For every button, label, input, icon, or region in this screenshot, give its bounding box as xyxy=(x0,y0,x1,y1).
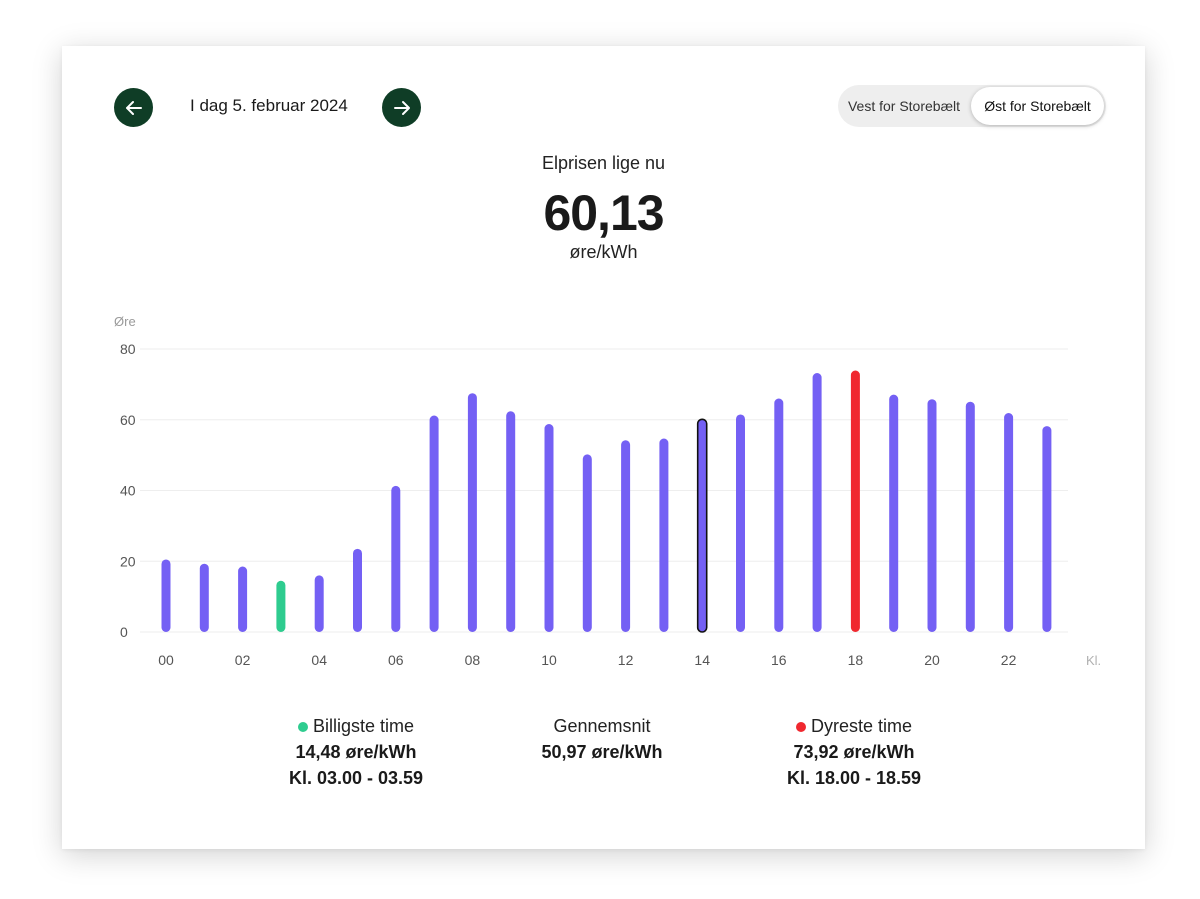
previous-day-button[interactable] xyxy=(114,88,153,127)
cheapest-label: Billigste time xyxy=(312,716,415,736)
x-tick-label: 02 xyxy=(235,652,251,668)
average-value: 50,97 øre/kWh xyxy=(541,742,663,762)
arrow-right-icon xyxy=(393,100,410,115)
most-expensive-stat: Dyreste time 73,92 øre/kWh Kl. 18.00 - 1… xyxy=(724,716,984,789)
bar-hour-14[interactable] xyxy=(696,418,708,633)
next-day-button[interactable] xyxy=(382,88,421,127)
bar-hour-03[interactable] xyxy=(276,580,286,632)
y-tick-label: 0 xyxy=(120,624,128,640)
y-tick-label: 40 xyxy=(120,483,136,499)
x-tick-label: 18 xyxy=(848,652,864,668)
bar-hour-07[interactable] xyxy=(429,415,439,632)
bar-hour-15[interactable] xyxy=(736,414,745,632)
cheapest-stat: Billigste time 14,48 øre/kWh Kl. 03.00 -… xyxy=(226,716,486,789)
bar-hour-12[interactable] xyxy=(621,440,631,632)
bar-hour-05[interactable] xyxy=(353,548,362,632)
region-east-option[interactable]: Øst for Storebælt xyxy=(971,87,1104,125)
date-label: I dag 5. februar 2024 xyxy=(190,96,348,115)
bar-hour-13[interactable] xyxy=(659,438,669,632)
bar-hour-02[interactable] xyxy=(238,566,248,632)
y-tick-label: 20 xyxy=(120,553,136,569)
current-price-title: Elprisen lige nu xyxy=(541,153,666,173)
bar-hour-04[interactable] xyxy=(314,575,324,632)
most-expensive-label: Dyreste time xyxy=(810,716,913,736)
y-tick-label: 60 xyxy=(120,412,136,428)
current-price-unit: øre/kWh xyxy=(569,242,638,262)
bar-hour-20[interactable] xyxy=(927,399,937,632)
bar-hour-09[interactable] xyxy=(506,411,516,632)
bar-hour-17[interactable] xyxy=(812,373,822,632)
x-tick-label: 00 xyxy=(158,652,174,668)
bar-hour-00[interactable] xyxy=(161,559,171,632)
y-axis-label: Øre xyxy=(114,314,136,329)
bar-hour-11[interactable] xyxy=(582,454,592,632)
most-expensive-dot-icon xyxy=(795,721,806,732)
x-tick-label: 22 xyxy=(1001,652,1017,668)
region-toggle: Vest for Storebælt Øst for Storebælt xyxy=(838,85,1106,127)
price-chart: Øre 0 20 40 60 80 00 02 04 06 08 10 12 14 16 18 20 22 Kl. xyxy=(114,314,1101,668)
most-expensive-value: 73,92 øre/kWh xyxy=(793,742,915,762)
x-tick-label: 06 xyxy=(388,652,404,668)
bar-hour-23[interactable] xyxy=(1042,426,1052,632)
x-tick-label: 16 xyxy=(771,652,787,668)
bar-hour-01[interactable] xyxy=(199,563,209,632)
x-tick-label: 04 xyxy=(311,652,327,668)
price-card: I dag 5. februar 2024 Vest for Storebælt… xyxy=(62,46,1145,849)
cheapest-time: Kl. 03.00 - 03.59 xyxy=(288,768,424,788)
most-expensive-time: Kl. 18.00 - 18.59 xyxy=(786,768,922,788)
x-tick-label: 08 xyxy=(465,652,481,668)
bar-hour-18[interactable] xyxy=(850,370,860,632)
bar-hour-19[interactable] xyxy=(889,394,899,632)
x-axis-label: Kl. xyxy=(1086,653,1101,668)
region-west-option[interactable]: Vest for Storebælt xyxy=(847,98,961,114)
bar-hour-10[interactable] xyxy=(544,423,554,632)
y-tick-label: 80 xyxy=(120,341,136,357)
cheapest-dot-icon xyxy=(297,721,308,732)
bar-hour-16[interactable] xyxy=(774,398,784,632)
bar-hour-08[interactable] xyxy=(467,393,477,632)
x-tick-label: 12 xyxy=(618,652,634,668)
arrow-left-icon xyxy=(125,100,142,115)
x-tick-label: 20 xyxy=(924,652,940,668)
bar-hour-22[interactable] xyxy=(1004,413,1014,632)
x-tick-label: 14 xyxy=(694,652,710,668)
average-stat: Gennemsnit 50,97 øre/kWh xyxy=(472,716,732,763)
average-label: Gennemsnit xyxy=(553,716,651,736)
current-price-value: 60,13 xyxy=(543,185,664,241)
bar-hour-06[interactable] xyxy=(391,485,401,632)
bar-hour-21[interactable] xyxy=(965,401,975,632)
x-tick-label: 10 xyxy=(541,652,557,668)
cheapest-value: 14,48 øre/kWh xyxy=(295,742,417,762)
